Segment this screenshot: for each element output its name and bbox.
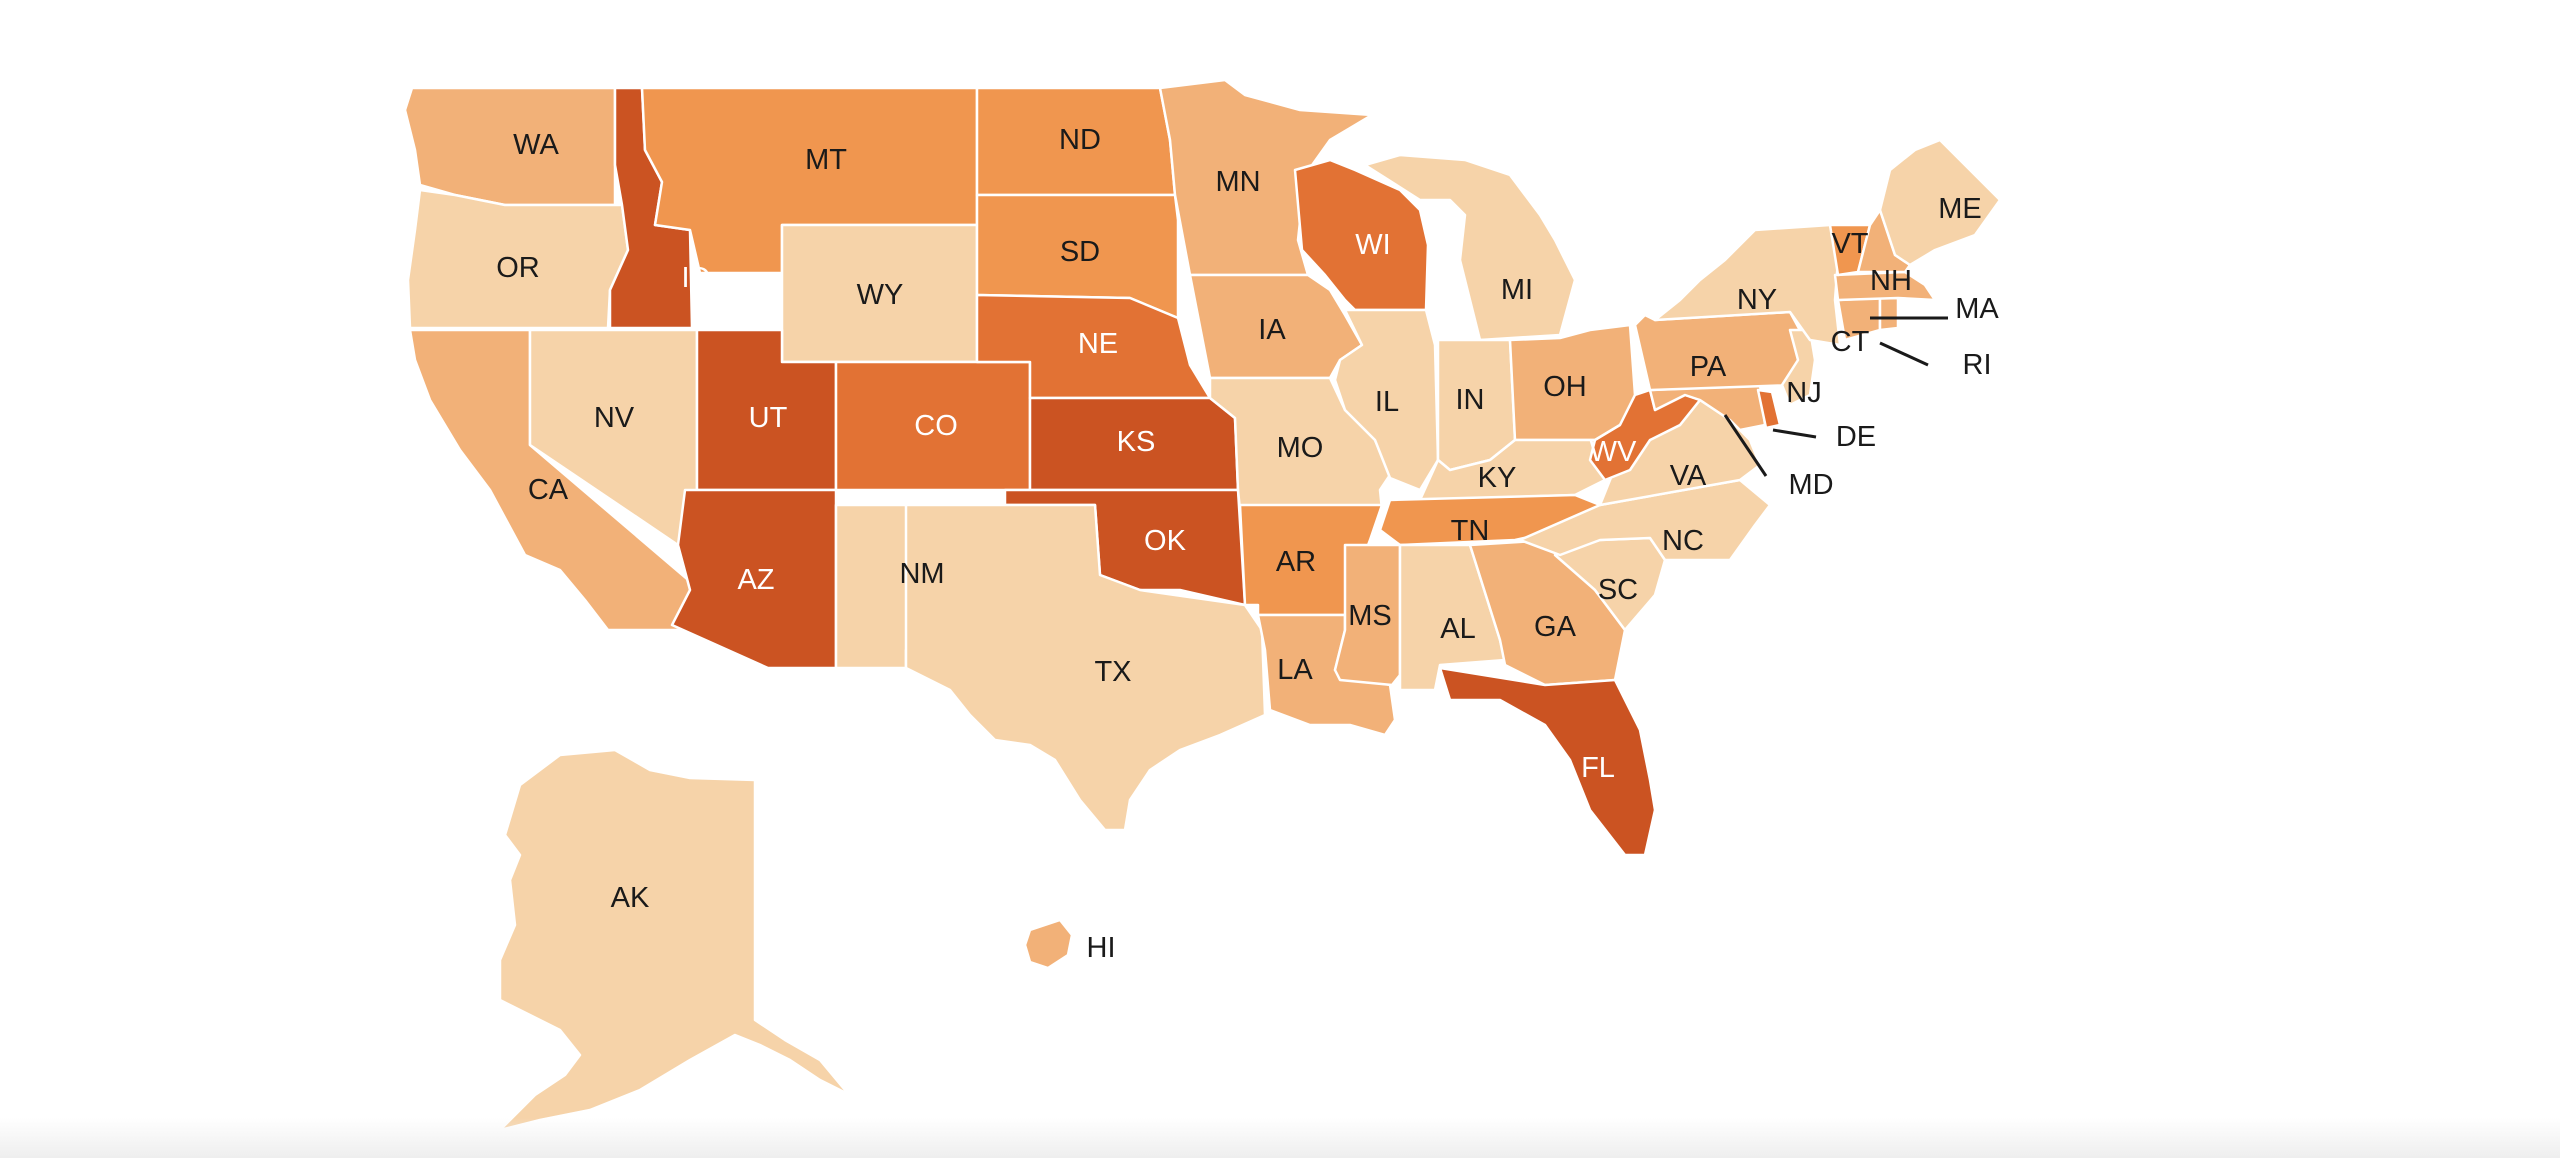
- leader-line-md: [1723, 414, 1768, 477]
- state-label-ri: RI: [1963, 349, 1992, 381]
- leader-line-de: [1772, 428, 1817, 439]
- state-az[interactable]: [670, 488, 838, 670]
- state-wa[interactable]: [403, 86, 617, 207]
- state-oh[interactable]: [1508, 323, 1637, 442]
- state-de[interactable]: [1756, 388, 1782, 430]
- state-ma[interactable]: [1833, 270, 1937, 302]
- state-label-md: MD: [1788, 469, 1833, 501]
- state-il[interactable]: [1333, 308, 1440, 492]
- state-me[interactable]: [1878, 138, 2002, 267]
- state-or[interactable]: [406, 188, 630, 330]
- state-label-de: DE: [1836, 421, 1876, 453]
- state-fl[interactable]: [1438, 666, 1657, 857]
- state-label-hi: HI: [1087, 932, 1116, 964]
- state-co[interactable]: [834, 360, 1032, 492]
- state-ms[interactable]: [1333, 543, 1402, 687]
- state-ak[interactable]: [498, 748, 867, 1132]
- state-wi[interactable]: [1293, 158, 1430, 312]
- bottom-edge-shadow: [0, 1118, 2560, 1158]
- leader-line-ri: [1879, 341, 1929, 367]
- state-label-ma: MA: [1955, 293, 1999, 325]
- leader-lines: [1723, 316, 1948, 477]
- state-ca[interactable]: [408, 328, 702, 632]
- state-nd[interactable]: [975, 86, 1177, 197]
- state-wy[interactable]: [780, 223, 979, 364]
- state-ri[interactable]: [1878, 296, 1900, 332]
- state-ks[interactable]: [1028, 396, 1240, 492]
- state-tx[interactable]: [904, 503, 1267, 832]
- state-pa[interactable]: [1633, 310, 1810, 392]
- state-mi[interactable]: [1363, 153, 1577, 342]
- state-hi[interactable]: [1023, 918, 1074, 970]
- states-layer: [403, 78, 2002, 1132]
